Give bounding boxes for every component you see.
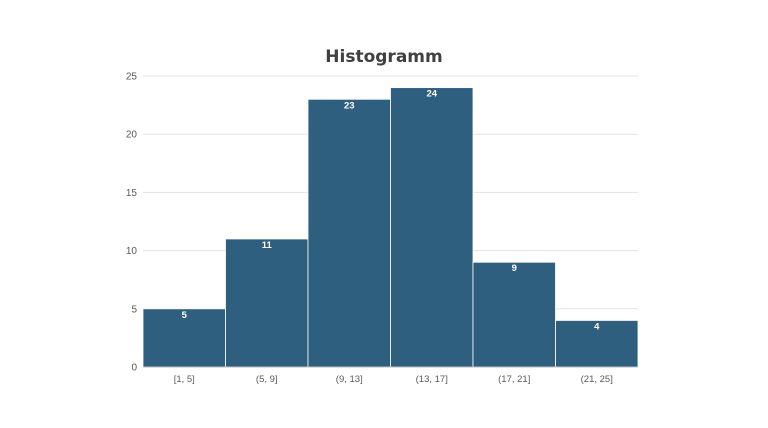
y-tick-label: 0 bbox=[131, 363, 137, 374]
y-tick-label: 20 bbox=[126, 130, 138, 141]
histogram-bar bbox=[390, 87, 474, 368]
chart-title: Histogramm bbox=[325, 47, 442, 67]
bar-value-label: 5 bbox=[182, 310, 188, 321]
bar-value-label: 11 bbox=[262, 240, 273, 251]
y-tick-label: 25 bbox=[126, 72, 138, 83]
bar-value-label: 24 bbox=[426, 89, 437, 100]
x-tick-label: (17, 21] bbox=[498, 374, 530, 385]
y-axis-ticks: 0 5 10 15 20 25 bbox=[126, 72, 138, 374]
x-tick-label: [1, 5] bbox=[174, 374, 195, 385]
y-tick-label: 10 bbox=[126, 246, 138, 257]
histogram-bar bbox=[307, 98, 391, 368]
histogram-bar bbox=[142, 308, 226, 368]
y-tick-label: 15 bbox=[126, 188, 138, 199]
x-tick-label: (13, 17] bbox=[416, 374, 448, 385]
x-tick-label: (5, 9] bbox=[256, 374, 278, 385]
bar-value-label: 9 bbox=[512, 263, 517, 274]
bars bbox=[142, 87, 639, 368]
bar-value-label: 4 bbox=[594, 321, 600, 332]
histogram-bar bbox=[225, 238, 309, 368]
y-tick-label: 5 bbox=[131, 304, 137, 315]
x-tick-label: (21, 25] bbox=[581, 374, 613, 385]
bar-value-label: 23 bbox=[344, 100, 355, 111]
histogram-bar bbox=[472, 261, 556, 368]
x-axis-ticks: [1, 5] (5, 9] (9, 13] (13, 17] (17, 21] (21, … bbox=[174, 374, 613, 385]
x-tick-label: (9, 13] bbox=[336, 374, 363, 385]
data-labels: 5 11 23 24 9 4 bbox=[182, 89, 601, 333]
